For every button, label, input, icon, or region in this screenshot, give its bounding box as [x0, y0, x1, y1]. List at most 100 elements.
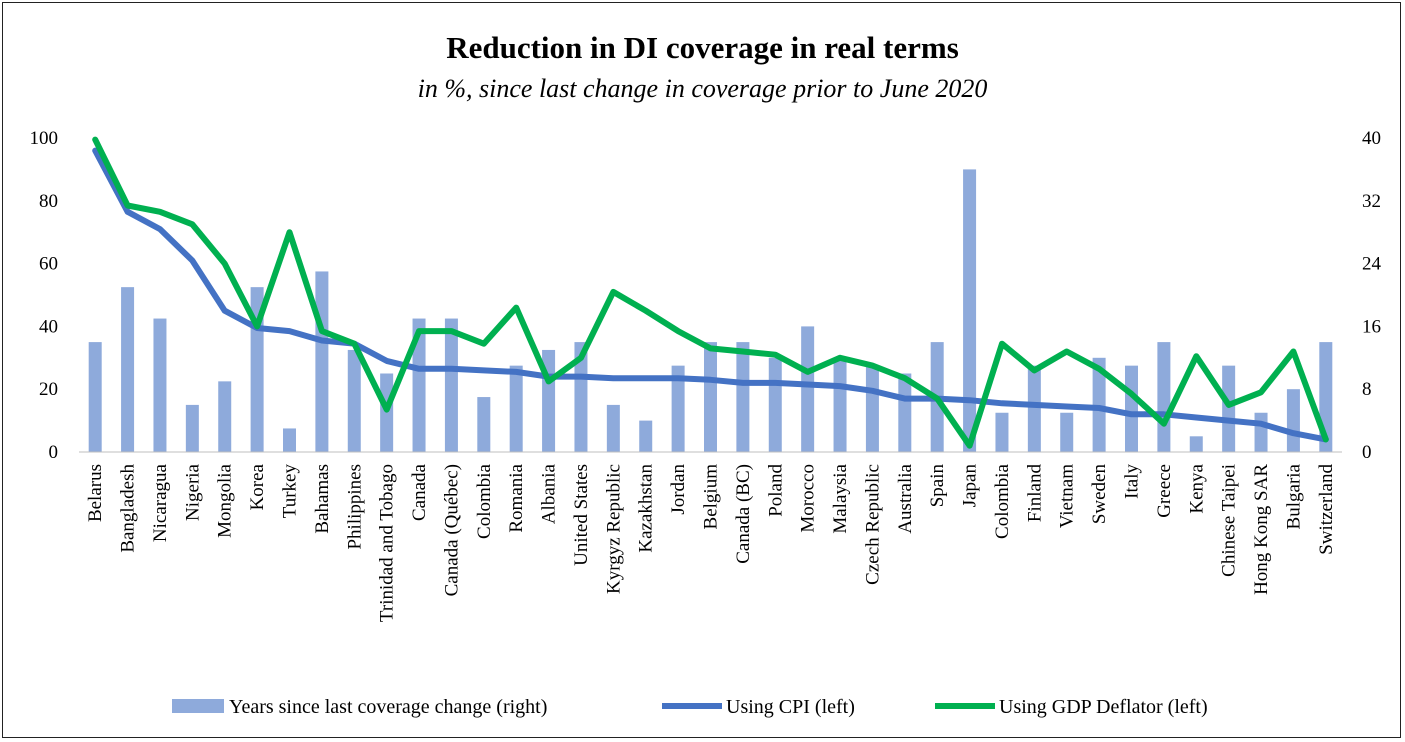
bar: [704, 342, 717, 452]
right-tick-label: 40: [1362, 128, 1381, 149]
bar: [283, 428, 296, 452]
right-tick-label: 32: [1362, 191, 1381, 212]
category-label: Kenya: [1186, 463, 1207, 513]
category-label: Morocco: [798, 464, 819, 533]
category-label: Bahamas: [312, 464, 333, 534]
category-label: Canada: [409, 463, 430, 521]
category-label: Czech Republic: [862, 464, 883, 585]
bar: [121, 287, 135, 452]
category-label: Hong Kong SAR: [1251, 464, 1272, 595]
left-tick-label: 40: [39, 316, 58, 337]
bar: [671, 365, 685, 452]
left-axis: 0 20 40 60 80 100: [30, 128, 59, 463]
left-tick-label: 80: [39, 191, 58, 212]
category-label: Romania: [506, 463, 527, 532]
bar: [412, 318, 426, 452]
chart-title: Reduction in DI coverage in real terms: [446, 30, 959, 65]
bar: [1189, 436, 1203, 452]
right-tick-label: 16: [1362, 316, 1381, 337]
category-label: Canada (Québec): [441, 464, 462, 596]
bar: [477, 397, 491, 452]
legend-label: Years since last coverage change (right): [229, 696, 547, 718]
bar: [347, 349, 361, 452]
bar: [1092, 357, 1106, 452]
bar: [898, 373, 912, 452]
bar: [1125, 365, 1138, 452]
category-label: Japan: [960, 464, 981, 508]
bar: [509, 365, 523, 452]
bar: [1286, 389, 1300, 452]
bar: [185, 404, 199, 452]
legend-label: Using GDP Deflator (left): [999, 696, 1208, 718]
category-label: Spain: [927, 464, 948, 508]
bar: [1027, 365, 1041, 452]
bar: [736, 342, 750, 452]
bar: [88, 342, 102, 452]
category-label: Switzerland: [1316, 464, 1337, 555]
bar: [444, 318, 458, 452]
category-label: Chinese Taipei: [1219, 464, 1240, 577]
bar: [1222, 365, 1236, 452]
legend: Years since last coverage change (right)…: [172, 696, 1208, 718]
x-axis-labels: Belarus Bangladesh Nicaragua Nigeria Mongoli…: [85, 463, 1337, 622]
bar: [1157, 342, 1171, 452]
category-label: Canada (BC): [733, 464, 754, 564]
bar: [315, 271, 329, 452]
right-tick-label: 8: [1362, 379, 1372, 400]
category-label: Turkey: [280, 464, 301, 519]
category-label: Colombia: [992, 463, 1013, 539]
category-label: Kazakhstan: [636, 464, 657, 553]
right-axis: 0 8 16 24 32 40: [1362, 128, 1382, 463]
category-label: Poland: [765, 464, 786, 517]
bar: [1254, 412, 1268, 452]
category-label: Bulgaria: [1283, 463, 1304, 529]
bar: [801, 326, 815, 452]
chart-subtitle: in %, since last change in coverage prio…: [417, 74, 988, 103]
cpi-line: [92, 147, 1329, 443]
category-label: Italy: [1122, 464, 1143, 499]
bar: [218, 381, 232, 452]
bar-series: [88, 169, 1333, 452]
category-label: United States: [571, 464, 592, 566]
legend-swatch-bar: [172, 699, 224, 713]
category-label: Belgium: [701, 464, 722, 530]
category-label: Sweden: [1089, 464, 1110, 525]
bar: [963, 169, 977, 452]
category-label: Mongolia: [215, 463, 236, 537]
bar: [574, 342, 588, 452]
category-label: Bangladesh: [118, 464, 139, 553]
bar: [606, 404, 620, 452]
bar: [865, 365, 879, 452]
category-label: Albania: [539, 463, 560, 524]
category-label: Greece: [1154, 464, 1175, 518]
category-label: Jordan: [668, 464, 689, 515]
legend-label: Using CPI (left): [726, 696, 855, 718]
category-label: Belarus: [85, 464, 106, 522]
left-tick-label: 60: [39, 254, 58, 275]
category-label: Nicaragua: [150, 463, 171, 542]
category-label: Philippines: [344, 464, 365, 550]
category-label: Trinidad and Tobago: [377, 464, 398, 622]
line-series: [92, 136, 1329, 449]
category-label: Vietnam: [1057, 464, 1078, 529]
bar: [380, 373, 394, 452]
bar: [1060, 412, 1074, 452]
bar: [995, 412, 1009, 452]
left-tick-label: 0: [49, 442, 59, 463]
bar: [153, 318, 167, 452]
left-tick-label: 100: [30, 128, 59, 149]
category-label: Korea: [247, 463, 268, 510]
right-tick-label: 24: [1362, 254, 1382, 275]
right-tick-label: 0: [1362, 442, 1372, 463]
category-label: Kyrgyz Republic: [603, 464, 624, 594]
bar: [833, 357, 847, 452]
category-label: Colombia: [474, 463, 495, 539]
category-label: Nigeria: [182, 463, 203, 521]
category-label: Australia: [895, 463, 916, 533]
category-label: Finland: [1024, 464, 1045, 523]
bar: [639, 420, 653, 452]
bar: [768, 357, 782, 452]
category-label: Malaysia: [830, 463, 851, 533]
left-tick-label: 20: [39, 379, 58, 400]
